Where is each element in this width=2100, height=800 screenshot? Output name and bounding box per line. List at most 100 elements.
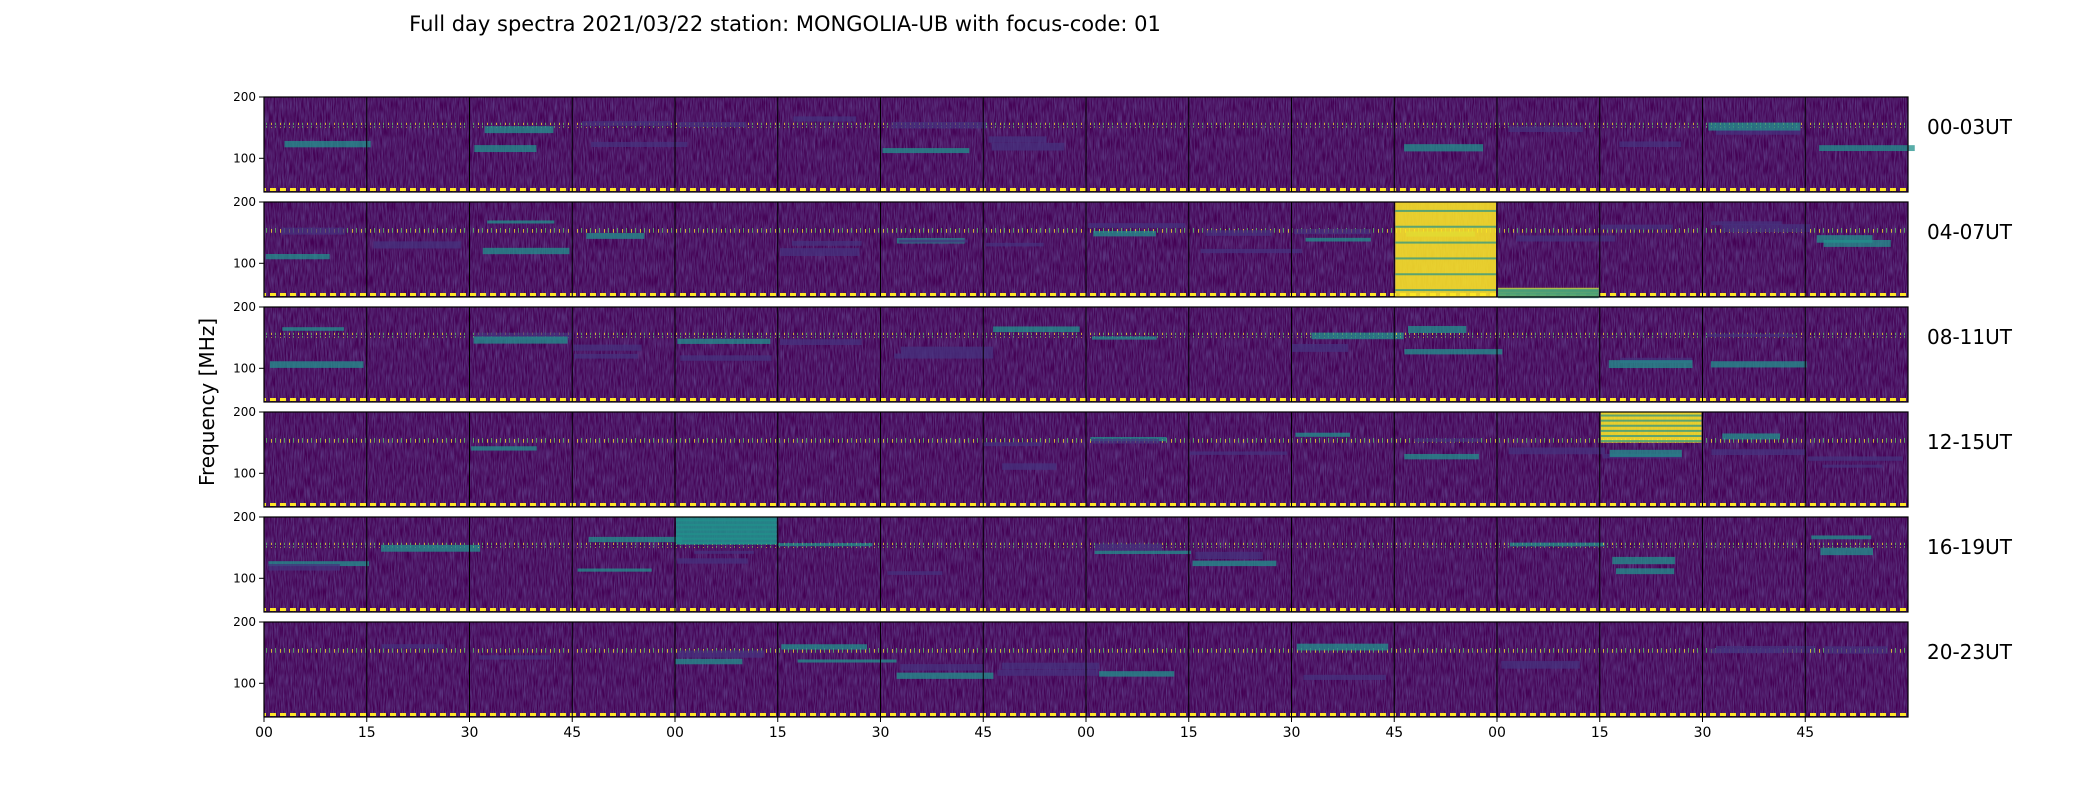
spectral-band	[1296, 643, 1389, 651]
row-frame	[263, 306, 1909, 403]
rfi-line	[1498, 647, 1599, 653]
calibration-marker	[777, 398, 881, 401]
spectral-band	[1824, 646, 1888, 654]
spectral-band	[680, 355, 772, 361]
rfi-line	[470, 437, 572, 443]
spectral-band	[1305, 237, 1371, 242]
calibration-marker	[572, 503, 675, 506]
rfi-line	[1498, 227, 1599, 233]
calibration-marker	[469, 608, 573, 611]
calibration-marker	[1599, 608, 1703, 611]
spectral-band	[1205, 230, 1272, 236]
spectral-band	[1303, 674, 1386, 680]
calibration-marker	[1086, 293, 1189, 296]
rfi-line	[1806, 332, 1907, 338]
burst	[1395, 202, 1496, 297]
burst-stripe	[1498, 288, 1599, 291]
spectral-band	[591, 141, 688, 147]
spectral-band	[1094, 550, 1192, 555]
rfi-line	[1600, 647, 1702, 653]
spectral-band	[677, 558, 748, 564]
rfi-line	[1703, 437, 1805, 443]
x-tick-label: 45	[563, 725, 581, 741]
spectral-band	[900, 346, 994, 354]
calibration-marker	[1805, 503, 1908, 506]
spectral-band	[1294, 228, 1371, 235]
spectral-band	[1404, 144, 1484, 152]
burst-stripe	[1600, 429, 1702, 432]
spectral-band	[265, 253, 330, 260]
rfi-line	[1189, 647, 1291, 653]
burst-stripe	[1395, 209, 1496, 212]
spectral-band	[988, 136, 1047, 143]
spectral-band	[487, 220, 555, 224]
row-label: 08-11UT	[1927, 325, 2013, 349]
burst-stripe	[1498, 291, 1599, 294]
x-tick-label: 45	[974, 725, 992, 741]
rfi-line	[1498, 437, 1599, 443]
x-tick-label: 00	[1488, 725, 1506, 741]
spectral-band	[1291, 343, 1349, 352]
rfi-line	[367, 647, 469, 653]
calibration-marker	[675, 503, 778, 506]
spectral-band	[476, 332, 572, 340]
calibration-marker	[1805, 398, 1908, 401]
spectral-band	[1609, 449, 1682, 457]
spectral-band	[1819, 145, 1915, 152]
rfi-line	[1498, 332, 1599, 338]
rfi-line	[1395, 542, 1496, 548]
calibration-marker	[675, 188, 778, 191]
y-axis-label: Frequency [MHz]	[195, 318, 219, 486]
spectral-band	[1189, 451, 1288, 455]
calibration-marker	[264, 608, 367, 611]
spectral-band	[1408, 326, 1467, 333]
calibration-marker	[983, 713, 1086, 716]
burst-stripe	[1395, 225, 1496, 228]
calibration-marker	[366, 608, 470, 611]
spectral-band	[381, 544, 481, 552]
calibration-marker	[983, 503, 1086, 506]
calibration-marker	[572, 398, 675, 401]
spectral-band	[991, 142, 1065, 151]
calibration-marker	[1188, 398, 1292, 401]
spectral-band	[1711, 449, 1805, 456]
spectra-row: 200 100 16-19UT	[233, 510, 2013, 613]
calibration-marker	[1497, 188, 1600, 191]
rfi-line	[265, 332, 366, 338]
spectral-band	[1508, 126, 1583, 132]
calibration-marker	[1291, 503, 1395, 506]
calibration-marker	[880, 503, 984, 506]
rfi-line	[676, 647, 777, 653]
calibration-marker	[264, 293, 367, 296]
calibration-marker	[1394, 503, 1497, 506]
spectral-band	[983, 442, 1042, 447]
rfi-line	[1292, 122, 1394, 128]
calibration-marker	[777, 293, 881, 296]
calibration-marker	[1702, 293, 1806, 296]
rfi-line	[881, 332, 983, 338]
calibration-marker	[366, 503, 470, 506]
spectral-band	[1404, 349, 1503, 355]
spectral-band	[1600, 224, 1673, 230]
spectral-band	[1808, 456, 1903, 461]
rfi-line	[1600, 227, 1702, 233]
spectral-band	[781, 644, 868, 650]
calibration-marker	[675, 608, 778, 611]
burst-stripe	[676, 537, 777, 540]
spectral-band	[1091, 336, 1157, 340]
spectral-band	[282, 327, 344, 331]
rfi-line	[470, 647, 572, 653]
spectral-band	[581, 121, 671, 126]
spectral-band	[573, 353, 638, 359]
y-tick-label: 100	[233, 466, 256, 480]
y-tick-label: 100	[233, 676, 256, 690]
calibration-marker	[880, 608, 984, 611]
spectral-band	[473, 336, 568, 344]
spectral-band	[896, 672, 994, 679]
spectral-band	[1711, 221, 1782, 226]
burst-stripe	[1395, 273, 1496, 276]
rfi-line	[265, 542, 366, 548]
row-label: 12-15UT	[1927, 430, 2013, 454]
y-tick-label: 100	[233, 571, 256, 585]
spectral-band	[777, 543, 873, 547]
